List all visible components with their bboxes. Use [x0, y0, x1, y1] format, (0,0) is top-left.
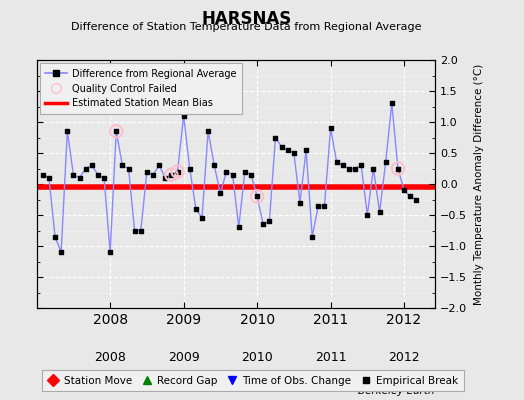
- Point: [241, 168, 249, 175]
- Point: [375, 209, 384, 215]
- Point: [406, 193, 414, 200]
- Point: [94, 172, 102, 178]
- Point: [351, 165, 359, 172]
- Point: [51, 234, 59, 240]
- Point: [388, 100, 396, 106]
- Point: [216, 190, 225, 196]
- Point: [210, 162, 219, 169]
- Point: [320, 202, 329, 209]
- Point: [179, 113, 188, 119]
- Point: [155, 162, 163, 169]
- Point: [333, 159, 341, 166]
- Point: [235, 224, 243, 230]
- Point: [228, 172, 237, 178]
- Point: [271, 134, 280, 141]
- Point: [290, 150, 298, 156]
- Point: [326, 125, 335, 131]
- Point: [63, 128, 71, 134]
- Point: [247, 172, 255, 178]
- Point: [204, 128, 212, 134]
- Point: [198, 215, 206, 221]
- Text: Berkeley Earth: Berkeley Earth: [358, 386, 435, 396]
- Point: [253, 193, 261, 200]
- Point: [394, 165, 402, 172]
- Point: [339, 162, 347, 169]
- Point: [345, 165, 353, 172]
- Point: [69, 172, 78, 178]
- Point: [149, 172, 157, 178]
- Y-axis label: Monthly Temperature Anomaly Difference (°C): Monthly Temperature Anomaly Difference (…: [474, 63, 484, 305]
- Point: [39, 172, 47, 178]
- Point: [357, 162, 365, 169]
- Legend: Station Move, Record Gap, Time of Obs. Change, Empirical Break: Station Move, Record Gap, Time of Obs. C…: [42, 370, 464, 391]
- Point: [277, 144, 286, 150]
- Point: [265, 218, 274, 224]
- Point: [369, 165, 378, 172]
- Point: [106, 249, 114, 255]
- Point: [112, 128, 121, 134]
- Point: [314, 202, 322, 209]
- Point: [118, 162, 127, 169]
- Point: [253, 193, 261, 200]
- Point: [222, 168, 231, 175]
- Point: [75, 174, 84, 181]
- Point: [296, 199, 304, 206]
- Text: HARSNAS: HARSNAS: [201, 10, 291, 28]
- Point: [185, 165, 194, 172]
- Point: [57, 249, 66, 255]
- Point: [394, 165, 402, 172]
- Point: [167, 172, 176, 178]
- Point: [82, 165, 90, 172]
- Point: [124, 165, 133, 172]
- Point: [137, 227, 145, 234]
- Point: [259, 221, 267, 228]
- Point: [130, 227, 139, 234]
- Point: [173, 168, 182, 175]
- Point: [45, 174, 53, 181]
- Point: [173, 168, 182, 175]
- Point: [412, 196, 421, 203]
- Text: Difference of Station Temperature Data from Regional Average: Difference of Station Temperature Data f…: [71, 22, 421, 32]
- Point: [88, 162, 96, 169]
- Point: [308, 234, 316, 240]
- Point: [381, 159, 390, 166]
- Point: [302, 147, 310, 153]
- Point: [192, 206, 200, 212]
- Point: [112, 128, 121, 134]
- Point: [363, 212, 372, 218]
- Point: [283, 147, 292, 153]
- Point: [143, 168, 151, 175]
- Legend: Difference from Regional Average, Quality Control Failed, Estimated Station Mean: Difference from Regional Average, Qualit…: [40, 63, 242, 114]
- Point: [167, 172, 176, 178]
- Point: [400, 187, 408, 193]
- Point: [100, 174, 108, 181]
- Point: [161, 174, 169, 181]
